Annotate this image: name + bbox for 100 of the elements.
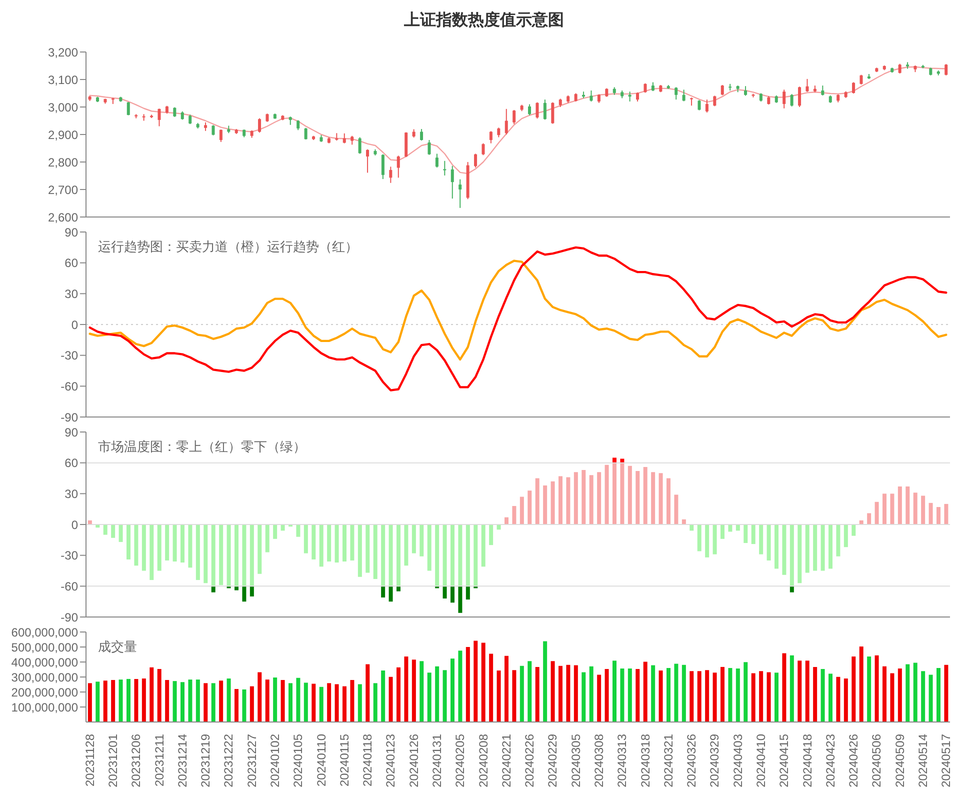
bar: [782, 653, 786, 722]
candlestick: [551, 102, 554, 124]
candlestick: [705, 99, 708, 113]
bar: [697, 524, 702, 552]
bar: [766, 672, 771, 722]
bar: [666, 668, 670, 722]
y-tick-label: 60: [64, 456, 78, 470]
bar: [226, 678, 231, 722]
bar: [790, 655, 794, 722]
bar: [412, 660, 416, 722]
bar: [157, 524, 162, 571]
x-tick-label: 20231222: [222, 734, 236, 788]
bar: [805, 660, 810, 722]
x-tick-label: 20240110: [314, 734, 328, 786]
bar: [859, 646, 864, 722]
candlestick: [188, 114, 192, 125]
bar: [728, 668, 732, 722]
candlestick: [381, 154, 384, 180]
y-tick-label: 30: [64, 286, 78, 301]
bar: [450, 524, 454, 586]
bar: [928, 674, 933, 722]
bar: [813, 666, 818, 722]
x-tick-label: 20240321: [661, 734, 676, 788]
bar: [242, 689, 246, 722]
bar: [658, 473, 663, 524]
bar: [111, 680, 116, 722]
y-tick-label: 500,000,000: [11, 640, 78, 654]
bar: [204, 683, 208, 722]
x-tick-label: 20240318: [638, 734, 652, 788]
candlestick: [713, 95, 716, 107]
candlestick: [396, 155, 400, 178]
bar: [528, 661, 532, 722]
x-tick-label: 20240415: [777, 734, 792, 788]
x-tick-label: 20240118: [360, 734, 375, 786]
y-tick-label: 3,000: [48, 100, 78, 114]
candlestick: [860, 74, 863, 85]
bar: [798, 524, 802, 584]
candlestick: [682, 89, 686, 102]
bar: [219, 524, 224, 586]
candlestick: [806, 78, 809, 92]
bar: [582, 470, 586, 524]
bar: [396, 524, 400, 586]
candlestick: [852, 82, 856, 94]
candlestick: [404, 132, 408, 158]
bar: [342, 524, 346, 562]
bar: [520, 666, 524, 722]
bar: [103, 680, 108, 722]
candlestick: [898, 63, 902, 74]
bar: [250, 524, 254, 586]
bar: [697, 671, 702, 722]
y-tick-label: 3,200: [48, 45, 78, 60]
bar: [381, 524, 386, 586]
bar: [620, 462, 624, 524]
bar: [180, 524, 184, 563]
bar: [196, 524, 200, 580]
bar: [273, 677, 278, 722]
bar: [550, 481, 555, 524]
y-tick-label: 2,900: [48, 128, 78, 142]
bar: [304, 682, 308, 722]
bar: [597, 674, 602, 722]
bar: [474, 640, 478, 722]
bar: [712, 524, 717, 554]
y-tick-label: 100,000,000: [11, 700, 78, 714]
bar: [612, 458, 616, 463]
bar: [844, 678, 848, 722]
bar: [111, 524, 116, 538]
y-tick-label: -90: [60, 610, 78, 624]
candlestick: [366, 148, 370, 174]
x-tick-label: 20240517: [939, 734, 954, 788]
bar: [188, 680, 192, 722]
bar: [327, 683, 332, 722]
bar: [242, 586, 246, 602]
bar: [705, 524, 710, 558]
bar: [643, 662, 648, 722]
bar: [852, 656, 856, 722]
candlestick: [536, 102, 539, 120]
bar: [828, 524, 832, 569]
bar: [820, 669, 825, 722]
bar: [489, 654, 494, 722]
candlestick: [342, 132, 346, 144]
y-tick-label: 400,000,000: [11, 655, 78, 670]
bar: [736, 668, 740, 722]
x-tick-label: 20240418: [800, 734, 814, 788]
bar: [165, 524, 170, 560]
bar: [774, 672, 778, 722]
bar: [327, 524, 332, 562]
y-tick-label: 90: [64, 425, 78, 440]
candlestick: [158, 108, 161, 127]
bar: [805, 524, 810, 573]
bar: [766, 524, 771, 560]
candlestick: [790, 94, 794, 107]
bar: [234, 689, 238, 722]
y-tick-label: -60: [60, 579, 78, 594]
bar: [558, 476, 562, 524]
bar: [312, 524, 316, 560]
bar: [882, 666, 886, 722]
x-tick-label: 20231214: [175, 734, 190, 788]
candlestick: [474, 153, 478, 168]
text: 成交量: [98, 638, 137, 656]
bar: [458, 524, 462, 586]
